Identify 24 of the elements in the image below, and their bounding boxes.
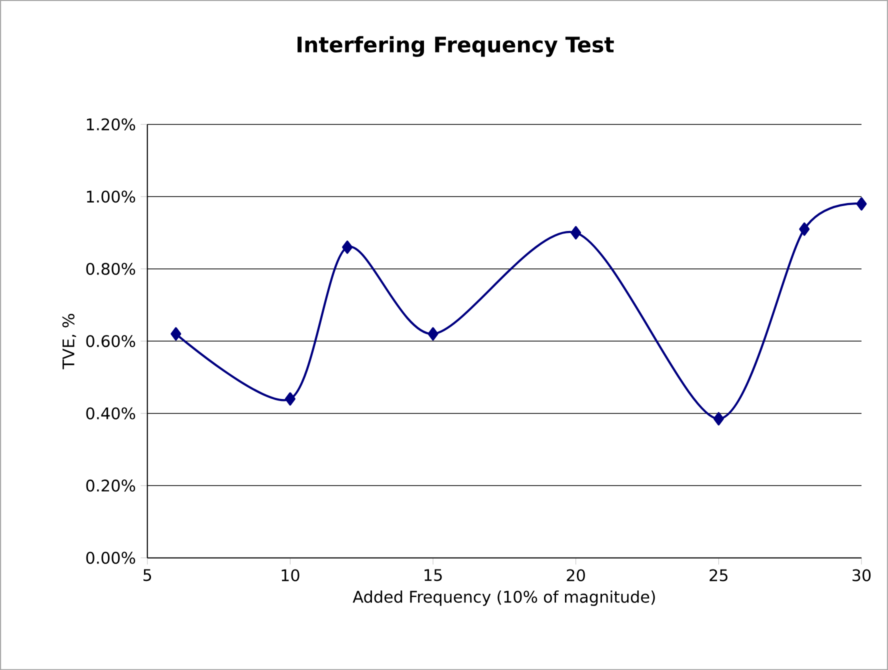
point xyxy=(856,197,867,210)
point xyxy=(342,240,353,254)
x-tick-label: 5 xyxy=(144,569,152,581)
point xyxy=(799,222,810,236)
point xyxy=(170,327,182,340)
point xyxy=(428,327,438,340)
point xyxy=(284,392,296,406)
y-tick-label: 1.20% xyxy=(86,118,136,130)
chart-title: Interfering Frequency Test xyxy=(298,36,614,57)
y-tick-label: 0.60% xyxy=(86,334,136,348)
x-tick-label: 20 xyxy=(566,569,585,582)
x-tick-label: 25 xyxy=(710,569,728,582)
y-tick-label: 0.40% xyxy=(86,407,136,420)
x-tick-label: 10 xyxy=(282,569,300,582)
point xyxy=(713,412,724,426)
x-tick-label: 15 xyxy=(424,569,442,581)
y-tick-label: 0.80% xyxy=(86,262,136,275)
x-tick-label: 30 xyxy=(852,569,871,582)
point xyxy=(570,226,582,240)
x-axis-title: Added Frequency (10% of magnitude) xyxy=(352,590,655,606)
y-tick-label: 1.00% xyxy=(86,190,136,203)
y-tick-label: 0.00% xyxy=(86,552,136,564)
y-axis-title: TVE, % xyxy=(62,314,76,370)
y-tick-label: 0.20% xyxy=(86,479,136,492)
